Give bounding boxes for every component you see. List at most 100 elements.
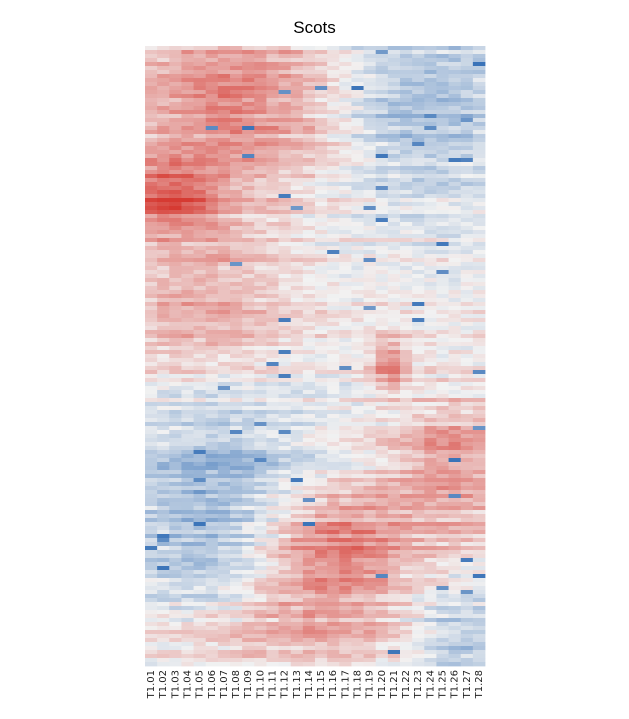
heatmap-cell	[387, 510, 401, 515]
heatmap-cell	[351, 226, 364, 231]
heatmap-cell	[339, 442, 352, 447]
heatmap-cell	[351, 334, 364, 339]
heatmap-cell	[181, 218, 194, 223]
heatmap-cell	[266, 70, 279, 75]
heatmap-cell	[339, 138, 352, 143]
heatmap-cell	[278, 310, 292, 315]
heatmap-cell	[472, 658, 486, 663]
heatmap-cell	[230, 602, 243, 607]
heatmap-cell	[205, 378, 219, 383]
heatmap-cell	[302, 314, 316, 319]
heatmap-cell	[290, 614, 304, 619]
heatmap-cell	[169, 202, 182, 207]
heatmap-cell	[460, 550, 474, 555]
heatmap-cell	[290, 90, 304, 95]
heatmap-cell	[266, 374, 279, 379]
heatmap-cell	[363, 638, 377, 643]
heatmap-cell	[157, 518, 170, 523]
heatmap-cell	[448, 558, 462, 563]
heatmap-cell	[472, 314, 486, 319]
heatmap-cell	[460, 46, 474, 51]
heatmap-cell	[254, 198, 267, 203]
heatmap-cell	[375, 174, 389, 179]
heatmap-cell	[460, 70, 474, 75]
heatmap-cell	[387, 434, 401, 439]
x-tick-label: T1.28	[474, 670, 485, 699]
heatmap-cell	[436, 130, 449, 135]
heatmap-cell	[424, 622, 437, 627]
heatmap-cell	[157, 86, 170, 91]
heatmap-cell	[302, 286, 316, 291]
heatmap-cell	[278, 370, 292, 375]
heatmap-cell	[448, 90, 462, 95]
heatmap-cell	[302, 614, 316, 619]
heatmap-cell	[242, 278, 255, 283]
heatmap-cell	[290, 154, 304, 159]
heatmap-cell	[302, 242, 316, 247]
heatmap-cell	[230, 654, 243, 659]
heatmap-cell	[315, 58, 328, 63]
heatmap-cell	[145, 474, 158, 479]
heatmap-cell	[145, 206, 158, 211]
heatmap-cell	[157, 586, 170, 591]
heatmap-cell	[351, 286, 364, 291]
heatmap-cell	[448, 578, 462, 583]
heatmap-cell	[181, 630, 194, 635]
heatmap-cell	[400, 442, 413, 447]
heatmap-cell	[351, 574, 364, 579]
heatmap-cell	[242, 410, 255, 415]
heatmap-cell	[351, 298, 364, 303]
heatmap-cell	[375, 298, 389, 303]
heatmap-cell	[448, 314, 462, 319]
heatmap-cell	[217, 558, 231, 563]
heatmap-cell	[387, 186, 401, 191]
heatmap-cell	[327, 294, 340, 299]
heatmap-cell	[472, 518, 486, 523]
heatmap-cell	[242, 102, 255, 107]
heatmap-cell	[327, 566, 340, 571]
heatmap-cell	[436, 650, 449, 655]
heatmap-cell	[181, 422, 194, 427]
heatmap-cell	[387, 366, 401, 371]
heatmap-cell	[375, 534, 389, 539]
heatmap-cell	[424, 122, 437, 127]
heatmap-cell	[278, 174, 292, 179]
heatmap-cell	[205, 94, 219, 99]
heatmap-cell	[460, 210, 474, 215]
heatmap-cell	[424, 486, 437, 491]
heatmap-cell	[327, 154, 340, 159]
heatmap-cell	[460, 638, 474, 643]
heatmap-cell	[327, 258, 340, 263]
heatmap-cell	[278, 638, 292, 643]
heatmap-cell	[472, 558, 486, 563]
heatmap-cell	[266, 582, 279, 587]
heatmap-cell	[424, 178, 437, 183]
heatmap-cell	[375, 450, 389, 455]
heatmap-cell	[351, 338, 364, 343]
heatmap-cell	[266, 586, 279, 591]
heatmap-cell	[205, 450, 219, 455]
heatmap-cell	[375, 442, 389, 447]
heatmap-cell	[157, 506, 170, 511]
heatmap-cell	[193, 430, 207, 435]
heatmap-cell	[217, 222, 231, 227]
heatmap-cell	[266, 134, 279, 139]
heatmap-cell	[460, 526, 474, 531]
heatmap-cell	[351, 114, 364, 119]
heatmap-cell	[375, 410, 389, 415]
heatmap-cell	[242, 486, 255, 491]
heatmap-cell	[290, 302, 304, 307]
heatmap-cell	[339, 290, 352, 295]
heatmap-cell	[169, 286, 182, 291]
heatmap-cell	[315, 262, 328, 267]
heatmap-cell	[157, 246, 170, 251]
heatmap-cell	[387, 150, 401, 155]
heatmap-cell	[266, 354, 279, 359]
heatmap-cell	[302, 454, 316, 459]
heatmap-cell	[266, 414, 279, 419]
heatmap-cell	[278, 54, 292, 59]
heatmap-cell	[290, 274, 304, 279]
heatmap-cell	[460, 50, 474, 55]
heatmap-cell	[351, 474, 364, 479]
heatmap-cell	[448, 162, 462, 167]
